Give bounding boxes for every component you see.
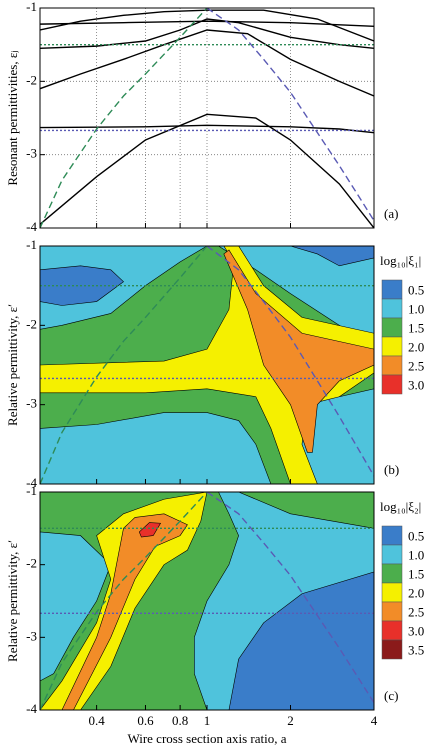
- y-tick-label: -4: [26, 701, 37, 716]
- colorbar-label: 0.5: [408, 528, 424, 543]
- colorbar-box: [381, 525, 403, 546]
- x-axis-title: Wire cross section axis ratio, a: [127, 731, 286, 746]
- plot-area: [40, 8, 374, 228]
- colorbar-box: [381, 298, 403, 319]
- x-tick-label: 0.8: [172, 713, 188, 728]
- plot-area: [40, 246, 374, 484]
- series-line: [40, 29, 374, 97]
- y-tick-label: -4: [26, 219, 37, 234]
- y-tick-label: -3: [26, 396, 37, 411]
- x-tick-label: 1: [204, 713, 211, 728]
- y-axis-title: Relative permittivity, ε′: [5, 304, 20, 426]
- contour-region: [138, 522, 162, 538]
- y-tick-label: -1: [26, 483, 37, 498]
- x-tick-label: 4: [371, 713, 378, 728]
- y-tick-label: -2: [26, 72, 37, 87]
- colorbar-box: [381, 620, 403, 641]
- colorbar-box: [381, 336, 403, 357]
- plot-area: [40, 492, 374, 710]
- series-line: [206, 492, 374, 704]
- y-tick-label: -3: [26, 628, 37, 643]
- panel: log₁₀|ξ₁| 0.5 1.0 1.5 2.0 2.5 3.0 -1 -2 -3 -4 Relat…: [5, 237, 424, 490]
- colorbar-label: 1.0: [408, 301, 424, 316]
- y-tick-label: -2: [26, 556, 37, 571]
- panel-label: (a): [384, 206, 398, 221]
- series-line: [40, 246, 208, 484]
- colorbar-label: 1.5: [408, 566, 424, 581]
- colorbar-label: 3.5: [408, 642, 424, 657]
- colorbar-label: 3.0: [408, 623, 424, 638]
- x-tick-label: 0.6: [137, 713, 154, 728]
- colorbar-label: 3.0: [408, 377, 424, 392]
- colorbar-box: [381, 563, 403, 584]
- y-tick-label: -1: [26, 237, 37, 252]
- contour-region: [228, 571, 374, 710]
- colorbar-label: 2.0: [408, 339, 424, 354]
- panel: log₁₀|ξ₂| 0.5 1.0 1.5 2.0 2.5 3.0 3.5 -1 -2 -3 -4 0.…: [5, 483, 424, 746]
- contour-region: [40, 531, 112, 682]
- series-line: [40, 124, 374, 134]
- colorbar-box: [381, 374, 403, 395]
- colorbar-label: 1.5: [408, 320, 424, 335]
- y-tick-label: -3: [26, 146, 37, 161]
- colorbar-box: [381, 317, 403, 338]
- y-tick-label: -1: [26, 0, 37, 14]
- series-line: [40, 9, 374, 42]
- series-line: [40, 20, 374, 28]
- contour-region: [301, 388, 374, 484]
- colorbar-label: 0.5: [408, 282, 424, 297]
- colorbar-box: [381, 601, 403, 622]
- colorbar-box: [381, 639, 403, 660]
- panel-label-bg: [380, 202, 424, 226]
- panel: -1 -2 -3 -4 Resonant permittivities, εⱼ (a): [5, 0, 424, 234]
- colorbar-box: [381, 355, 403, 376]
- contour-region: [223, 249, 374, 453]
- colorbar-box: [381, 544, 403, 565]
- series-line: [206, 8, 374, 222]
- panel-label: (c): [384, 688, 398, 703]
- x-tick-label: 2: [287, 713, 294, 728]
- colorbar-label: 2.5: [408, 604, 424, 619]
- y-tick-label: -4: [26, 475, 37, 490]
- colorbar-label: 2.5: [408, 358, 424, 373]
- series-line: [40, 113, 374, 228]
- colorbar-title: log₁₀|ξ₁|: [380, 253, 421, 268]
- contour-region: [40, 246, 374, 484]
- colorbar-title: log₁₀|ξ₂|: [380, 499, 421, 514]
- series-line: [40, 8, 208, 228]
- panel-label-bg: [380, 458, 424, 482]
- colorbar-label: 1.0: [408, 547, 424, 562]
- panel-label-bg: [380, 684, 424, 708]
- colorbar-box: [381, 582, 403, 603]
- series-line: [40, 492, 208, 710]
- colorbar-label: 2.0: [408, 585, 424, 600]
- contour-region: [40, 412, 272, 484]
- colorbar-box: [381, 279, 403, 300]
- x-tick-label: 0.4: [88, 713, 105, 728]
- y-tick-label: -2: [26, 316, 37, 331]
- panel-label: (b): [384, 462, 399, 477]
- y-axis-title: Relative permittivity, ε′: [5, 540, 20, 662]
- series-line: [206, 246, 374, 477]
- y-axis-title: Resonant permittivities, εⱼ: [5, 50, 20, 185]
- contour-region: [290, 246, 374, 267]
